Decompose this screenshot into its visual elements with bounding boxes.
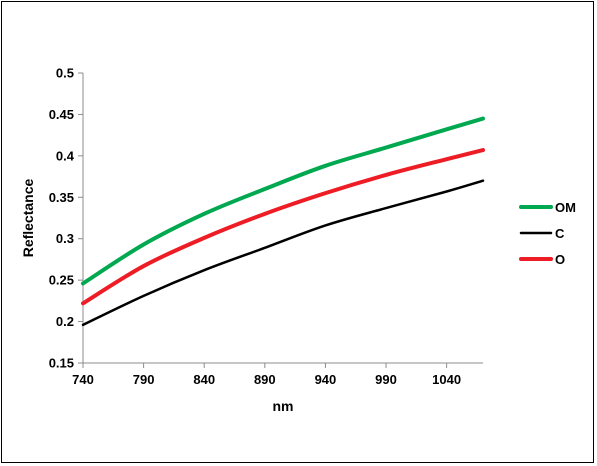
series-lines [81,116,485,327]
x-tick-label: 990 [375,372,397,387]
legend-label-om: OM [555,200,576,215]
y-tick-label: 0.15 [49,356,74,371]
x-ticks: 740 790 840 890 940 990 1040 [72,363,461,387]
x-tick-label: 940 [315,372,337,387]
x-tick-label: 790 [133,372,155,387]
legend-label-o: O [555,252,565,267]
y-tick-label: 0.4 [56,148,75,163]
axes [82,73,483,364]
y-tick-label: 0.25 [49,273,74,288]
series-line-o [81,148,485,306]
x-tick-label: 740 [72,372,94,387]
x-tick-label: 840 [193,372,215,387]
series-line-om [81,116,485,286]
x-tick-label: 1040 [432,372,461,387]
y-tick-label: 0.35 [49,190,74,205]
legend: OM CO [519,200,576,267]
legend-label-c: C [555,226,565,241]
y-axis-title: Reflectance [20,178,36,257]
y-tick-label: 0.3 [56,231,74,246]
y-tick-label: 0.45 [49,107,74,122]
x-tick-label: 890 [254,372,276,387]
y-tick-label: 0.2 [56,314,74,329]
series-line-c [81,179,485,327]
y-tick-label: 0.5 [56,66,74,81]
x-axis-title: nm [273,398,294,414]
y-ticks: 0.15 0.2 0.25 0.3 0.35 0.4 0.45 0.5 [49,66,83,371]
